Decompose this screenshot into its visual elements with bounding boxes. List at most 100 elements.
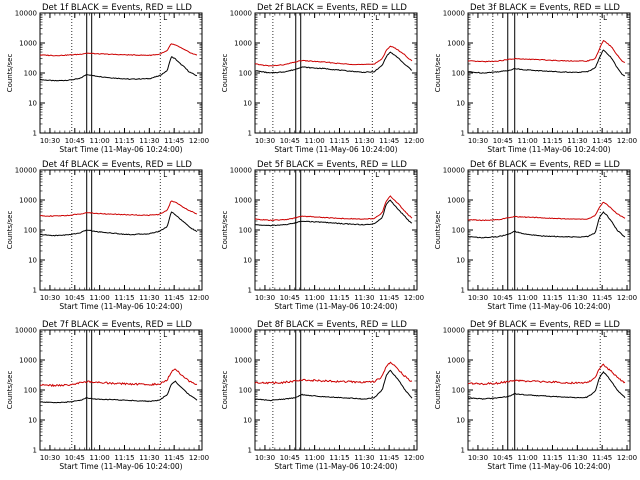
y-tick-label: 10000 <box>230 327 252 335</box>
x-axis-label: Start Time (11-May-06 10:24:00) <box>59 145 182 154</box>
y-axis-label: Counts/sec <box>434 211 442 250</box>
x-tick-label: 11:00 <box>518 294 538 302</box>
y-tick-label: 10000 <box>443 167 465 175</box>
x-tick-label: 12:00 <box>189 294 209 302</box>
x-tick-label: 12:00 <box>617 454 637 462</box>
y-tick-label: 100 <box>452 387 465 395</box>
x-tick-label: 11:00 <box>518 454 538 462</box>
x-tick-label: 11:30 <box>139 454 159 462</box>
lld-series-line <box>467 39 626 63</box>
x-tick-label: 11:45 <box>379 454 399 462</box>
flag-label: L <box>603 331 607 339</box>
y-tick-label: 10000 <box>230 10 252 18</box>
panel-title: Det 3f BLACK = Events, RED = LLD <box>470 3 620 13</box>
x-tick-label: 11:45 <box>379 294 399 302</box>
y-tick-label: 1000 <box>447 357 465 365</box>
y-tick-label: 1 <box>33 447 37 455</box>
y-tick-label: 10 <box>243 100 252 108</box>
x-axis-label: Start Time (11-May-06 10:24:00) <box>274 462 397 471</box>
y-tick-label: 1000 <box>447 197 465 205</box>
y-tick-label: 10000 <box>15 167 37 175</box>
panel-title: Det 9f BLACK = Events, RED = LLD <box>470 320 620 330</box>
panel-title: Det 7f BLACK = Events, RED = LLD <box>42 320 192 330</box>
x-tick-label: 12:00 <box>189 454 209 462</box>
y-tick-label: 10 <box>243 417 252 425</box>
flag-label: L <box>375 171 379 179</box>
lld-series-line <box>254 195 413 222</box>
x-axis-label: Start Time (11-May-06 10:24:00) <box>487 145 610 154</box>
events-series-line <box>468 49 626 77</box>
panel-title: Det 4f BLACK = Events, RED = LLD <box>42 160 192 170</box>
y-tick-label: 100 <box>24 387 37 395</box>
y-tick-label: 1 <box>248 447 252 455</box>
y-tick-label: 1 <box>248 287 252 295</box>
panel-det-4: Det 4f BLACK = Events, RED = LLD Counts/s… <box>6 160 209 311</box>
y-tick-label: 10 <box>456 257 465 265</box>
panel-det-7: Det 7f BLACK = Events, RED = LLD Counts/s… <box>6 320 209 471</box>
x-tick-label: 10:30 <box>468 137 488 145</box>
x-tick-label: 10:30 <box>255 454 275 462</box>
y-tick-label: 1000 <box>447 40 465 48</box>
y-tick-label: 1000 <box>19 197 37 205</box>
x-tick-label: 11:00 <box>90 294 110 302</box>
flag-label: L <box>163 171 167 179</box>
flag-label: L <box>375 14 379 22</box>
panel-title: Det 8f BLACK = Events, RED = LLD <box>257 320 407 330</box>
y-tick-label: 100 <box>24 227 37 235</box>
plot-frame <box>254 12 418 134</box>
x-axis-label: Start Time (11-May-06 10:24:00) <box>59 462 182 471</box>
x-tick-label: 10:45 <box>493 137 513 145</box>
x-tick-label: 11:30 <box>354 137 374 145</box>
x-tick-label: 12:00 <box>617 294 637 302</box>
y-tick-label: 10 <box>28 417 37 425</box>
lld-series-line <box>467 363 626 386</box>
lld-series-line <box>254 45 413 67</box>
x-tick-label: 10:30 <box>468 294 488 302</box>
x-tick-label: 10:45 <box>280 137 300 145</box>
flag-label: L <box>163 331 167 339</box>
y-tick-label: 1 <box>461 287 465 295</box>
x-tick-label: 12:00 <box>404 137 424 145</box>
plot-frame <box>254 329 418 451</box>
y-axis-label: Counts/sec <box>221 211 229 250</box>
x-tick-label: 10:30 <box>468 454 488 462</box>
y-tick-label: 1000 <box>19 40 37 48</box>
events-series-line <box>254 369 413 402</box>
y-tick-label: 10000 <box>15 327 37 335</box>
plot-frame <box>39 12 203 134</box>
x-axis-label: Start Time (11-May-06 10:24:00) <box>59 302 182 311</box>
x-tick-label: 11:30 <box>139 294 159 302</box>
panel-det-1: Det 1f BLACK = Events, RED = LLD Counts/s… <box>6 3 209 154</box>
y-axis-label: Counts/sec <box>221 371 229 410</box>
x-tick-label: 10:30 <box>40 294 60 302</box>
x-tick-label: 11:15 <box>114 294 134 302</box>
events-series-line <box>254 199 413 227</box>
x-tick-label: 11:45 <box>592 294 612 302</box>
x-tick-label: 12:00 <box>404 294 424 302</box>
plot-frame <box>39 169 203 291</box>
x-tick-label: 10:45 <box>280 294 300 302</box>
y-axis-label: Counts/sec <box>6 54 14 93</box>
events-series-line <box>467 371 626 400</box>
plot-frame <box>39 329 203 451</box>
y-tick-label: 1 <box>461 447 465 455</box>
y-axis-label: Counts/sec <box>6 211 14 250</box>
x-axis-label: Start Time (11-May-06 10:24:00) <box>487 462 610 471</box>
plot-frame <box>467 329 631 451</box>
y-tick-label: 1000 <box>234 197 252 205</box>
x-tick-label: 10:45 <box>493 294 513 302</box>
y-tick-label: 10 <box>28 100 37 108</box>
x-tick-label: 11:00 <box>518 137 538 145</box>
plot-frame <box>467 12 631 134</box>
x-tick-label: 11:30 <box>567 454 587 462</box>
y-tick-label: 10000 <box>230 167 252 175</box>
panel-det-5: Det 5f BLACK = Events, RED = LLD Counts/s… <box>221 160 424 311</box>
lld-series-line <box>40 200 198 217</box>
x-tick-label: 12:00 <box>404 454 424 462</box>
y-tick-label: 10000 <box>443 10 465 18</box>
events-series-line <box>39 380 198 404</box>
x-tick-label: 11:30 <box>354 294 374 302</box>
x-tick-label: 11:15 <box>329 454 349 462</box>
flag-label: L <box>603 171 607 179</box>
x-tick-label: 11:00 <box>305 294 325 302</box>
